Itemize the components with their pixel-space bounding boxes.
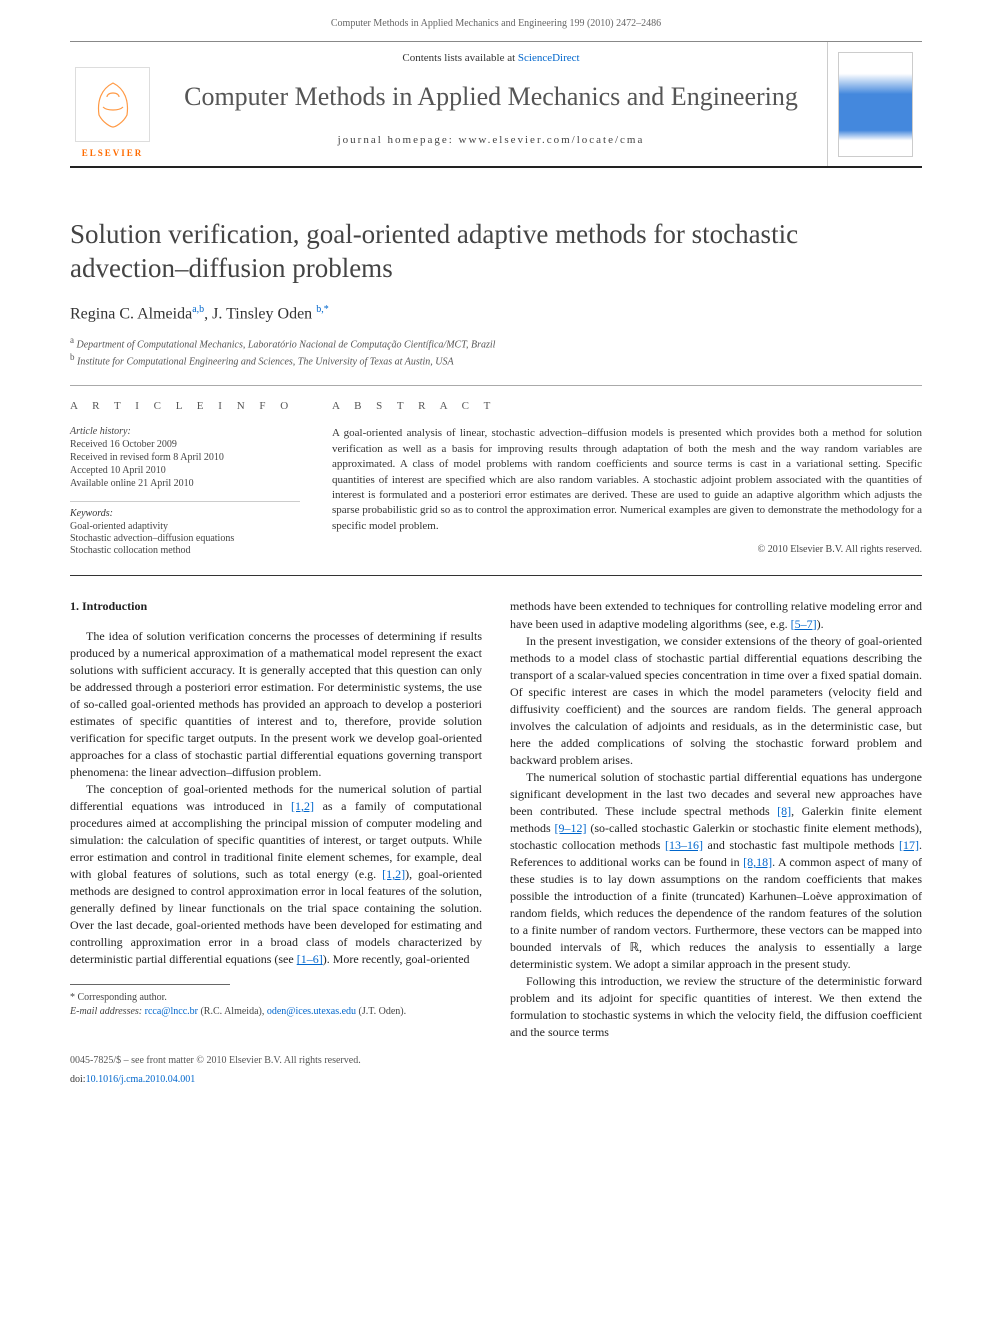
article-info-column: A R T I C L E I N F O Article history: R… [70,400,300,557]
thick-divider [70,575,922,576]
abstract-column: A B S T R A C T A goal-oriented analysis… [332,400,922,557]
publisher-block: ELSEVIER [70,42,155,166]
journal-name: Computer Methods in Applied Mechanics an… [165,82,817,112]
right-para-4: Following this introduction, we review t… [510,973,922,1041]
author-list: Regina C. Almeidaa,b, J. Tinsley Oden b,… [70,304,922,323]
ref-link-9-12[interactable]: [9–12] [555,821,587,835]
cover-block [827,42,922,166]
homepage-prefix: journal homepage: [338,134,459,146]
front-matter-line: 0045-7825/$ – see front matter © 2010 El… [70,1055,922,1066]
divider [70,385,922,386]
ref-link-1-2b[interactable]: [1,2] [382,867,405,881]
r-p1-b: ). [817,617,824,631]
abstract-heading: A B S T R A C T [332,400,922,412]
keyword-2: Stochastic advection–diffusion equations [70,533,300,544]
keyword-1: Goal-oriented adaptivity [70,521,300,532]
keywords-label: Keywords: [70,508,300,519]
publisher-logo [75,67,150,142]
ref-link-17[interactable]: [17] [899,838,919,852]
author-1: Regina C. Almeida [70,305,192,322]
author-1-affil: a,b [192,304,204,315]
ref-link-5-7[interactable]: [5–7] [791,617,817,631]
keywords-block: Keywords: Goal-oriented adaptivity Stoch… [70,501,300,556]
author-2-affil: b,* [316,304,329,315]
real-symbol: ℝ [630,940,640,954]
emails-line: E-mail addresses: rcca@lncc.br (R.C. Alm… [70,1005,482,1019]
intro-para-1: The idea of solution verification concer… [70,628,482,781]
right-para-2: In the present investigation, we conside… [510,633,922,769]
masthead-center: Contents lists available at ScienceDirec… [155,42,827,166]
abstract-copyright: © 2010 Elsevier B.V. All rights reserved… [332,544,922,555]
doi-link[interactable]: 10.1016/j.cma.2010.04.001 [86,1074,196,1085]
history-revised: Received in revised form 8 April 2010 [70,452,300,463]
p2-text-d: ). More recently, goal-oriented [323,952,470,966]
sciencedirect-link[interactable]: ScienceDirect [518,52,580,64]
article-title: Solution verification, goal-oriented ada… [70,218,922,286]
affil-link-ab[interactable]: a,b [192,304,204,315]
ref-link-13-16[interactable]: [13–16] [665,838,703,852]
author-2: , J. Tinsley Oden [204,305,316,322]
footnote-separator [70,984,230,985]
journal-cover-thumbnail [838,52,913,157]
section-1-heading: 1. Introduction [70,598,482,615]
footnotes: * Corresponding author. E-mail addresses… [70,991,482,1019]
history-received: Received 16 October 2009 [70,439,300,450]
abstract-text: A goal-oriented analysis of linear, stoc… [332,426,922,534]
emails-label: E-mail addresses: [70,1006,145,1017]
email-1-suffix: (R.C. Almeida), [198,1006,267,1017]
affiliation-b: b Institute for Computational Engineerin… [70,352,922,367]
r-p1-a: methods have been extended to techniques… [510,599,922,630]
ref-link-1-6[interactable]: [1–6] [297,952,323,966]
contents-prefix: Contents lists available at [402,52,517,64]
history-online: Available online 21 April 2010 [70,478,300,489]
affil-text-b: Institute for Computational Engineering … [75,356,454,367]
ref-link-1-2[interactable]: [1,2] [291,799,314,813]
right-para-3: The numerical solution of stochastic par… [510,769,922,973]
right-para-1: methods have been extended to techniques… [510,598,922,632]
left-column: 1. Introduction The idea of solution ver… [70,598,482,1041]
article-info-heading: A R T I C L E I N F O [70,400,300,412]
doi-line: doi:10.1016/j.cma.2010.04.001 [70,1074,922,1085]
corresponding-note: * Corresponding author. [70,991,482,1005]
running-head: Computer Methods in Applied Mechanics an… [0,0,992,41]
journal-masthead: ELSEVIER Contents lists available at Sci… [70,41,922,168]
email-2-suffix: (J.T. Oden). [356,1006,406,1017]
affil-text-a: Department of Computational Mechanics, L… [74,339,495,350]
r-p3-d: and stochastic fast multipole methods [703,838,899,852]
publisher-name: ELSEVIER [82,148,144,158]
email-link-2[interactable]: oden@ices.utexas.edu [267,1006,356,1017]
homepage-url: www.elsevier.com/locate/cma [459,134,645,146]
doi-prefix: doi: [70,1074,86,1085]
email-link-1[interactable]: rcca@lncc.br [145,1006,198,1017]
info-abstract-row: A R T I C L E I N F O Article history: R… [70,400,922,557]
intro-para-2: The conception of goal-oriented methods … [70,781,482,968]
keyword-3: Stochastic collocation method [70,545,300,556]
ref-link-8-18[interactable]: [8,18] [743,855,772,869]
contents-line: Contents lists available at ScienceDirec… [165,52,817,64]
right-column: methods have been extended to techniques… [510,598,922,1041]
affil-link-b[interactable]: b, [316,304,324,315]
history-label: Article history: [70,426,300,437]
affiliations: a Department of Computational Mechanics,… [70,335,922,368]
affiliation-a: a Department of Computational Mechanics,… [70,335,922,350]
body-columns: 1. Introduction The idea of solution ver… [70,598,922,1041]
history-accepted: Accepted 10 April 2010 [70,465,300,476]
ref-link-8[interactable]: [8] [777,804,791,818]
journal-homepage: journal homepage: www.elsevier.com/locat… [165,134,817,146]
corresponding-star-link[interactable]: * [324,304,329,315]
